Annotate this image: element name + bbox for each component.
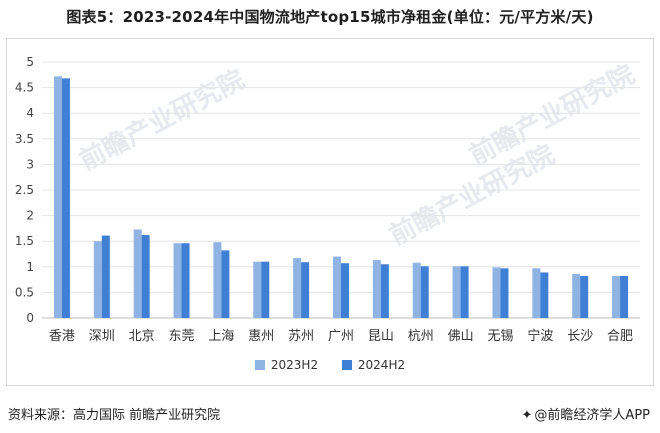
y-tick-label: 1 [26, 260, 34, 274]
bar-2023h2 [213, 242, 222, 318]
bar-2023h2 [412, 262, 421, 318]
x-tick-label: 惠州 [248, 329, 274, 344]
bar-2023h2 [333, 256, 341, 318]
y-tick-label: 5 [26, 55, 34, 69]
legend-swatch [254, 360, 265, 370]
x-tick-label: 广州 [328, 329, 354, 344]
bar-2023h2 [612, 276, 621, 318]
y-tick-label: 0 [26, 311, 34, 325]
bar-2024h2 [301, 262, 310, 318]
legend-item-2024h2: 2024H2 [341, 358, 406, 372]
bar-2023h2 [93, 241, 102, 318]
bar-2023h2 [293, 258, 302, 318]
bar-2024h2 [540, 272, 549, 318]
bar-2023h2 [452, 266, 461, 318]
x-tick-label: 合肥 [607, 329, 633, 344]
bar-2024h2 [500, 268, 509, 318]
x-tick-label: 苏州 [288, 328, 314, 344]
bar-2023h2 [572, 273, 581, 318]
y-tick-label: 3.5 [15, 132, 34, 146]
bar-2024h2 [460, 266, 469, 318]
bar-2023h2 [492, 267, 501, 318]
bar-2024h2 [420, 266, 429, 318]
x-tick-label: 昆山 [368, 329, 394, 344]
chart-title: 图表5：2023-2024年中国物流地产top15城市净租金(单位：元/平方米/… [66, 8, 594, 26]
legend-label: 2023H2 [270, 358, 319, 372]
x-tick-label: 杭州 [408, 329, 434, 344]
y-tick-label: 0.5 [15, 285, 34, 299]
bar-2023h2 [53, 76, 62, 318]
bar-2024h2 [221, 250, 230, 318]
bar-2024h2 [380, 264, 389, 318]
legend-swatch [341, 360, 352, 370]
bar-2024h2 [61, 78, 70, 318]
bar-2024h2 [101, 235, 110, 318]
x-tick-label: 长沙 [567, 329, 593, 344]
source-note: 资料来源：高力国际 前瞻产业研究院 [8, 408, 221, 423]
y-tick-label: 4 [26, 106, 34, 120]
x-tick-label: 无锡 [487, 329, 513, 344]
legend: 2023H2 2024H2 [0, 358, 660, 373]
y-tick-label: 2.5 [15, 183, 34, 197]
copyright-icon: ✦ [521, 408, 533, 423]
bar-2023h2 [173, 243, 182, 318]
y-tick-label: 3 [26, 157, 34, 171]
x-tick-label: 北京 [129, 329, 155, 344]
y-tick-label: 4.5 [15, 81, 34, 95]
bar-2024h2 [620, 276, 629, 318]
brand-label: @前瞻经济学人APP [534, 408, 650, 423]
legend-label: 2024H2 [357, 358, 406, 372]
x-tick-label: 佛山 [448, 329, 474, 344]
bar-2023h2 [253, 261, 262, 318]
x-tick-label: 上海 [208, 329, 234, 344]
y-tick-label: 1.5 [15, 234, 34, 248]
x-tick-label: 宁波 [527, 328, 553, 344]
x-tick-label: 东莞 [169, 329, 195, 344]
bar-2024h2 [181, 243, 190, 318]
legend-item-2023h2: 2023H2 [254, 358, 319, 372]
x-tick-label: 深圳 [89, 329, 115, 344]
bar-2024h2 [261, 261, 270, 318]
brand-credit: ✦ @前瞻经济学人APP [522, 404, 650, 423]
bar-2024h2 [580, 276, 589, 318]
bar-2024h2 [341, 263, 349, 318]
bar-2023h2 [372, 260, 381, 318]
chart-frame [6, 38, 654, 386]
bar-2024h2 [141, 235, 150, 318]
x-tick-label: 香港 [49, 329, 75, 344]
y-tick-label: 2 [26, 209, 34, 223]
bar-2023h2 [133, 229, 142, 318]
bar-2023h2 [532, 268, 541, 318]
